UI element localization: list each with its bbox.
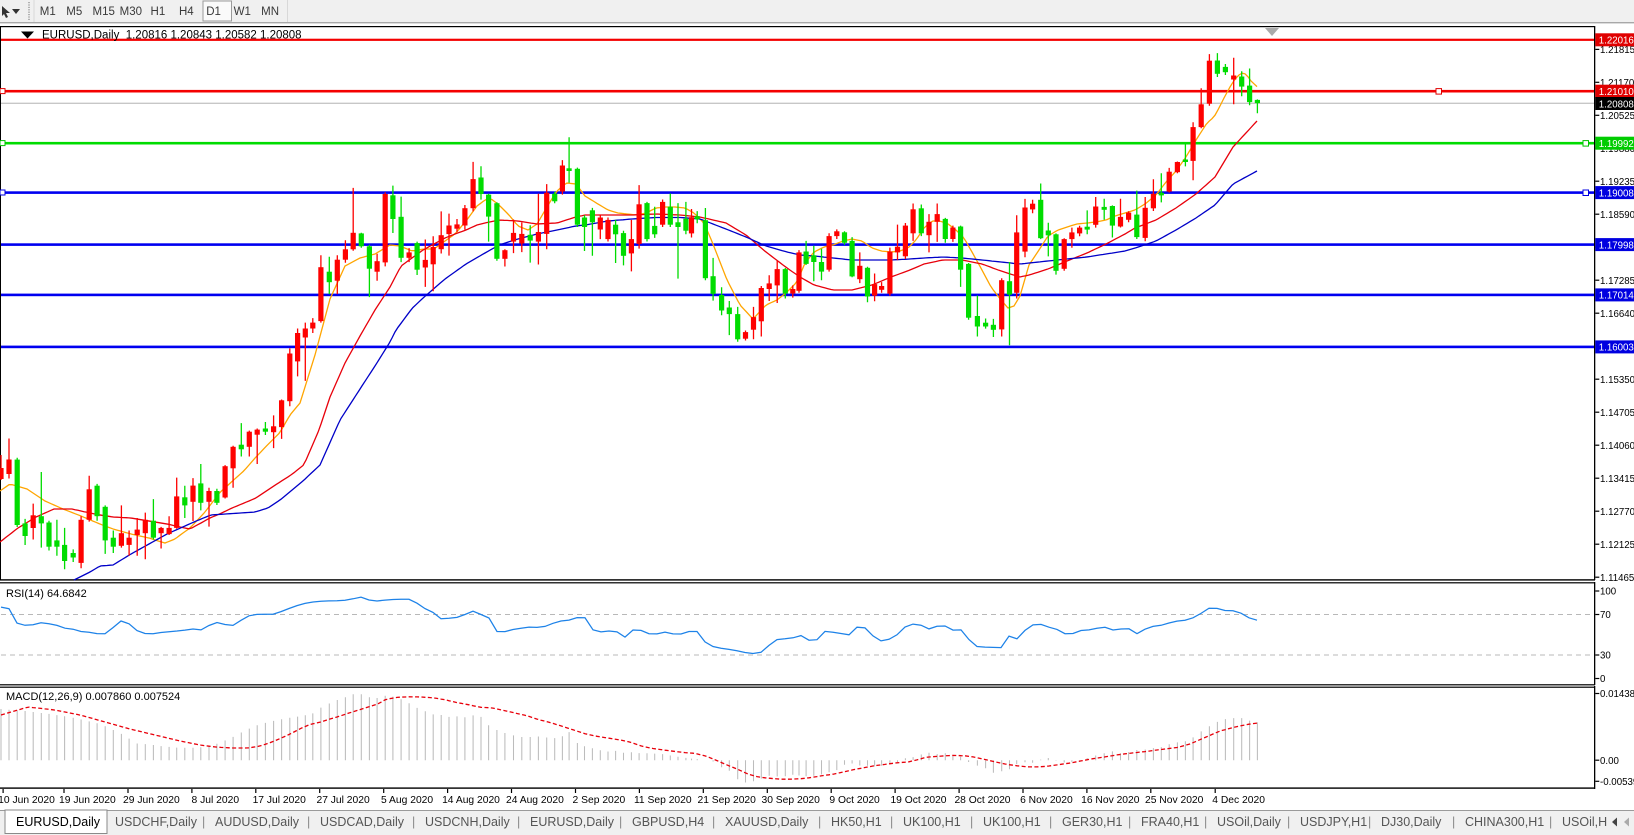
svg-text:M1: M1 (40, 6, 56, 18)
svg-text:19 Jun 2020: 19 Jun 2020 (59, 795, 116, 806)
svg-text:H1: H1 (151, 6, 166, 18)
svg-text:9 Oct 2020: 9 Oct 2020 (829, 795, 880, 806)
svg-text:H4: H4 (179, 6, 194, 18)
svg-text:EURUSD,Daily: EURUSD,Daily (530, 815, 615, 829)
svg-text:|: | (818, 815, 821, 829)
svg-text:MN: MN (261, 6, 279, 18)
svg-text:M15: M15 (93, 6, 115, 18)
svg-text:14 Aug 2020: 14 Aug 2020 (442, 795, 500, 806)
svg-text:27 Jul 2020: 27 Jul 2020 (316, 795, 370, 806)
svg-text:1.21010: 1.21010 (1599, 87, 1634, 98)
svg-text:1.12125: 1.12125 (1600, 540, 1634, 551)
svg-text:|: | (1128, 815, 1131, 829)
svg-text:1.17285: 1.17285 (1600, 276, 1634, 287)
svg-text:CHINA300,H1: CHINA300,H1 (1465, 815, 1544, 829)
svg-text:HK50,H1: HK50,H1 (831, 815, 882, 829)
svg-text:28 Oct 2020: 28 Oct 2020 (954, 795, 1010, 806)
svg-text:|: | (1287, 815, 1290, 829)
svg-text:|: | (412, 815, 415, 829)
svg-text:1.11465: 1.11465 (1600, 573, 1634, 584)
svg-text:1.14060: 1.14060 (1600, 441, 1634, 452)
svg-text:USOil,H: USOil,H (1562, 815, 1607, 829)
svg-text:USOil,Daily: USOil,Daily (1217, 815, 1282, 829)
svg-text:1.14705: 1.14705 (1600, 408, 1634, 419)
svg-text:1.19235: 1.19235 (1600, 177, 1634, 188)
svg-text:USDJPY,H1: USDJPY,H1 (1300, 815, 1367, 829)
svg-text:25 Nov 2020: 25 Nov 2020 (1145, 795, 1204, 806)
svg-text:|: | (890, 815, 893, 829)
svg-text:70: 70 (1600, 610, 1611, 621)
svg-text:USDCNH,Daily: USDCNH,Daily (425, 815, 510, 829)
svg-text:XAUUSD,Daily: XAUUSD,Daily (725, 815, 809, 829)
svg-text:|: | (619, 815, 622, 829)
svg-text:1.19992: 1.19992 (1599, 139, 1634, 150)
svg-text:6 Nov 2020: 6 Nov 2020 (1020, 795, 1073, 806)
svg-text:4 Dec 2020: 4 Dec 2020 (1212, 795, 1265, 806)
svg-text:USDCHF,Daily: USDCHF,Daily (115, 815, 198, 829)
svg-text:GER30,H1: GER30,H1 (1062, 815, 1122, 829)
svg-text:|: | (1368, 815, 1371, 829)
svg-text:17 Jul 2020: 17 Jul 2020 (253, 795, 307, 806)
svg-text:29 Jun 2020: 29 Jun 2020 (123, 795, 180, 806)
svg-text:|: | (712, 815, 715, 829)
svg-text:19 Oct 2020: 19 Oct 2020 (890, 795, 946, 806)
svg-text:100: 100 (1600, 587, 1617, 598)
svg-text:1.19008: 1.19008 (1599, 188, 1634, 199)
svg-text:DJ30,Daily: DJ30,Daily (1381, 815, 1442, 829)
svg-text:1.21170: 1.21170 (1600, 78, 1634, 89)
svg-text:1.20525: 1.20525 (1600, 111, 1634, 122)
svg-text:16 Nov 2020: 16 Nov 2020 (1081, 795, 1140, 806)
svg-text:1.18590: 1.18590 (1600, 210, 1634, 221)
svg-text:|: | (1204, 815, 1207, 829)
svg-text:D1: D1 (206, 6, 221, 18)
svg-text:FRA40,H1: FRA40,H1 (1141, 815, 1199, 829)
svg-text:1.12770: 1.12770 (1600, 507, 1634, 518)
svg-text:|: | (970, 815, 973, 829)
svg-text:1.17998: 1.17998 (1599, 240, 1634, 251)
svg-text:0: 0 (1600, 674, 1606, 685)
svg-text:1.20808: 1.20808 (1599, 99, 1634, 110)
svg-text:1.22016: 1.22016 (1599, 36, 1634, 47)
svg-text:1.16003: 1.16003 (1599, 343, 1634, 354)
svg-text:|: | (1549, 815, 1552, 829)
svg-text:30 Sep 2020: 30 Sep 2020 (761, 795, 820, 806)
svg-text:21 Sep 2020: 21 Sep 2020 (697, 795, 756, 806)
svg-text:MACD(12,26,9) 0.007860 0.00752: MACD(12,26,9) 0.007860 0.007524 (6, 691, 180, 703)
svg-text:UK100,H1: UK100,H1 (983, 815, 1041, 829)
svg-text:M5: M5 (66, 6, 82, 18)
svg-text:|: | (517, 815, 520, 829)
svg-text:1.16640: 1.16640 (1600, 309, 1634, 320)
svg-text:EURUSD,Daily: EURUSD,Daily (16, 815, 101, 829)
svg-text:|: | (202, 815, 205, 829)
svg-text:1.15350: 1.15350 (1600, 375, 1634, 386)
svg-text:W1: W1 (234, 6, 251, 18)
svg-text:8 Jul 2020: 8 Jul 2020 (192, 795, 240, 806)
svg-text:M30: M30 (120, 6, 142, 18)
svg-text:11 Sep 2020: 11 Sep 2020 (634, 795, 692, 806)
svg-text:5 Aug 2020: 5 Aug 2020 (381, 795, 433, 806)
svg-text:AUDUSD,Daily: AUDUSD,Daily (215, 815, 300, 829)
svg-text:EURUSD,Daily 1.20816 1.20843: EURUSD,Daily 1.20816 1.20843 1.20582 1.2… (42, 30, 302, 42)
svg-text:0.00: 0.00 (1600, 756, 1619, 767)
svg-text:2 Sep 2020: 2 Sep 2020 (573, 795, 626, 806)
svg-text:0.014384: 0.014384 (1600, 689, 1634, 700)
svg-text:1.17014: 1.17014 (1599, 291, 1634, 302)
svg-text:1.13415: 1.13415 (1600, 474, 1634, 485)
svg-text:USDCAD,Daily: USDCAD,Daily (320, 815, 405, 829)
svg-text:UK100,H1: UK100,H1 (903, 815, 961, 829)
svg-text:|: | (307, 815, 310, 829)
svg-text:-0.00539: -0.00539 (1600, 777, 1634, 788)
svg-text:|: | (1049, 815, 1052, 829)
svg-text:RSI(14) 64.6842: RSI(14) 64.6842 (6, 588, 87, 600)
svg-text:GBPUSD,H4: GBPUSD,H4 (632, 815, 704, 829)
svg-text:|: | (1452, 815, 1455, 829)
svg-text:1.21815: 1.21815 (1600, 45, 1634, 56)
svg-text:24 Aug 2020: 24 Aug 2020 (506, 795, 564, 806)
svg-text:10 Jun 2020: 10 Jun 2020 (0, 795, 55, 806)
svg-text:30: 30 (1600, 651, 1611, 662)
